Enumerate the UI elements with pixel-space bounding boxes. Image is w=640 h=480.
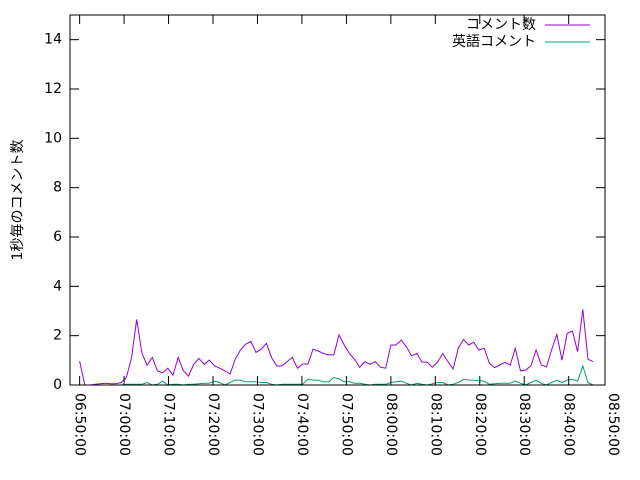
y-tick-label: 14 <box>44 32 62 48</box>
y-tick-label: 12 <box>44 81 62 97</box>
y-axis-label: 1秒毎のコメント数 <box>10 140 26 261</box>
x-tick-label: 07:50:00 <box>338 393 354 456</box>
x-tick-label: 07:00:00 <box>116 393 132 456</box>
y-tick-label: 2 <box>53 328 62 344</box>
x-tick-label: 07:20:00 <box>205 393 221 456</box>
x-tick-label: 08:40:00 <box>561 393 577 456</box>
y-tick-label: 0 <box>53 377 62 393</box>
x-tick-label: 07:40:00 <box>294 393 310 456</box>
x-tick-label: 07:30:00 <box>249 393 265 456</box>
x-tick-label: 08:20:00 <box>472 393 488 456</box>
legend-label: 英語コメント <box>452 33 536 50</box>
x-tick-label: 08:00:00 <box>383 393 399 456</box>
x-axis: 06:50:00 07:00:00 07:10:00 07:20:00 07:30:00… <box>72 15 621 456</box>
y-tick-label: 6 <box>53 229 62 245</box>
y-axis: 0 2 4 6 8 10 12 14 <box>44 32 605 393</box>
x-tick-label: 06:50:00 <box>72 393 88 456</box>
x-tick-label: 07:10:00 <box>161 393 177 456</box>
series-line-0 <box>79 309 594 386</box>
legend-label: コメント数 <box>466 17 536 33</box>
x-tick-label: 08:10:00 <box>427 393 443 456</box>
y-tick-label: 8 <box>53 180 62 196</box>
x-tick-label: 08:50:00 <box>605 393 621 456</box>
y-tick-label: 10 <box>44 130 62 146</box>
x-tick-label: 08:30:00 <box>516 393 532 456</box>
plot-marks <box>79 309 594 386</box>
plot-border <box>69 14 606 386</box>
series-line-1 <box>79 364 594 386</box>
y-tick-label: 4 <box>53 278 62 294</box>
